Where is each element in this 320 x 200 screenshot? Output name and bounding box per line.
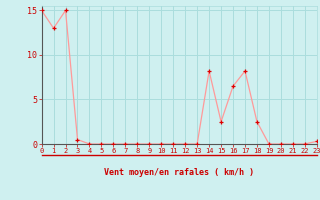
X-axis label: Vent moyen/en rafales ( km/h ): Vent moyen/en rafales ( km/h ) [104, 168, 254, 177]
